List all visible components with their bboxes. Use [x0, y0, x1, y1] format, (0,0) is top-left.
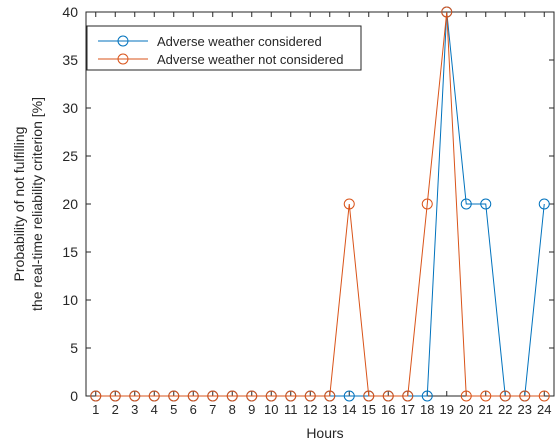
data-point-considered — [421, 390, 433, 402]
x-tick-label: 11 — [284, 402, 298, 417]
legend: Adverse weather considered Adverse weath… — [86, 25, 362, 71]
data-point-considered — [480, 198, 492, 210]
data-point-not-considered — [109, 390, 121, 402]
x-tick-label: 17 — [401, 402, 415, 417]
x-tick-label: 8 — [229, 402, 236, 417]
series-layer — [90, 6, 550, 402]
legend-label-considered: Adverse weather considered — [157, 34, 322, 49]
data-point-not-considered — [363, 390, 375, 402]
legend-marker-not-considered — [117, 53, 129, 65]
x-tick-label: 3 — [131, 402, 138, 417]
legend-marker-considered — [117, 35, 129, 47]
legend-box — [86, 25, 362, 71]
y-tick-label: 20 — [62, 196, 78, 212]
series-line-not-considered — [95, 11, 545, 397]
x-tick-label: 7 — [209, 402, 216, 417]
data-point-not-considered — [441, 6, 453, 18]
x-tick-label: 15 — [362, 402, 376, 417]
x-tick-label: 9 — [248, 402, 255, 417]
data-point-not-considered — [343, 198, 355, 210]
data-point-not-considered — [285, 390, 297, 402]
y-tick-label: 35 — [62, 52, 78, 68]
y-axis-label-line-2: the real-time reliability criterion [%] — [29, 97, 45, 311]
x-tick-label: 23 — [518, 402, 532, 417]
x-tick-label: 19 — [440, 402, 454, 417]
data-point-not-considered — [226, 390, 238, 402]
data-point-not-considered — [246, 390, 258, 402]
x-tick-label: 24 — [537, 402, 551, 417]
data-point-not-considered — [168, 390, 180, 402]
x-axis-label: Hours — [306, 425, 343, 441]
data-point-considered — [538, 198, 550, 210]
x-tick-label: 2 — [112, 402, 119, 417]
x-tick-label: 18 — [420, 402, 434, 417]
y-tick-label: 25 — [62, 148, 78, 164]
data-point-considered — [343, 390, 355, 402]
data-point-not-considered — [187, 390, 199, 402]
x-tick-label: 21 — [479, 402, 493, 417]
data-point-not-considered — [402, 390, 414, 402]
data-point-not-considered — [382, 390, 394, 402]
data-point-not-considered — [324, 390, 336, 402]
x-tick-label: 12 — [303, 402, 317, 417]
y-axis-label-line-1: Probability of not fulfilling — [11, 127, 27, 282]
data-point-not-considered — [129, 390, 141, 402]
data-point-not-considered — [207, 390, 219, 402]
data-point-not-considered — [304, 390, 316, 402]
data-point-not-considered — [538, 390, 550, 402]
y-tick-label: 30 — [62, 100, 78, 116]
x-tick-label: 16 — [381, 402, 395, 417]
x-tick-label: 6 — [190, 402, 197, 417]
data-point-not-considered — [148, 390, 160, 402]
x-tick-label: 13 — [323, 402, 337, 417]
y-tick-label: 5 — [70, 340, 78, 356]
y-tick-label: 10 — [62, 292, 78, 308]
x-tick-label: 1 — [92, 402, 99, 417]
x-tick-label: 20 — [459, 402, 473, 417]
data-point-not-considered — [460, 390, 472, 402]
x-tick-label: 14 — [342, 402, 356, 417]
data-point-not-considered — [480, 390, 492, 402]
x-tick-label: 5 — [170, 402, 177, 417]
y-axis-label: Probability of not fulfilling the real-t… — [11, 97, 45, 311]
y-tick-label: 0 — [70, 388, 78, 404]
data-point-not-considered — [90, 390, 102, 402]
x-tick-label: 4 — [151, 402, 158, 417]
y-tick-label: 40 — [62, 4, 78, 20]
data-point-considered — [460, 198, 472, 210]
x-tick-label: 22 — [498, 402, 512, 417]
y-tick-label: 15 — [62, 244, 78, 260]
data-point-not-considered — [265, 390, 277, 402]
data-point-not-considered — [519, 390, 531, 402]
legend-label-not-considered: Adverse weather not considered — [157, 52, 343, 67]
x-tick-label: 10 — [264, 402, 278, 417]
data-point-not-considered — [421, 198, 433, 210]
data-point-not-considered — [499, 390, 511, 402]
